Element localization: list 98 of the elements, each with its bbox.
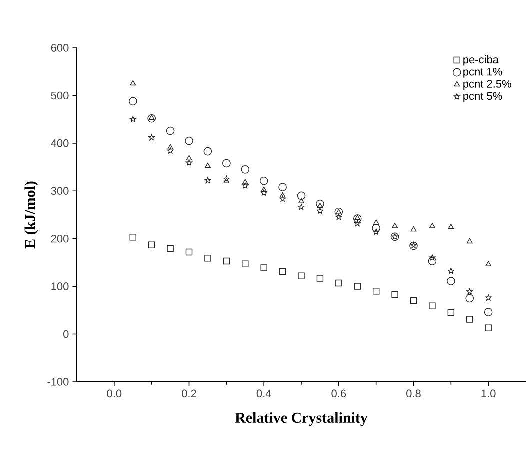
x-axis-title: Relative Crystalinity (235, 412, 368, 426)
point (204, 147, 212, 156)
point (466, 316, 474, 323)
point (186, 155, 192, 161)
point (353, 214, 362, 223)
y-tick-label: 500 (51, 92, 69, 100)
x-tick-label: 0.2 (182, 390, 196, 398)
legend-label: pcnt 2.5% (464, 80, 512, 90)
y-axis-title: E (kJ/mol) (24, 182, 38, 249)
point (485, 324, 492, 332)
point (297, 192, 306, 200)
point (222, 159, 231, 168)
point (242, 179, 248, 184)
point (241, 166, 250, 174)
point (354, 214, 361, 220)
y-tick-label: 100 (52, 282, 69, 290)
point (298, 198, 304, 204)
y-tick-label: 300 (51, 187, 69, 196)
x-tick-label: 0.6 (332, 390, 346, 398)
point (166, 126, 175, 136)
point (260, 190, 268, 196)
x-tick-label: 1.0 (482, 390, 496, 398)
point (167, 246, 174, 252)
point (279, 268, 286, 276)
point (485, 294, 492, 301)
point (373, 220, 380, 225)
legend-label: pe-ciba (464, 56, 499, 66)
point (130, 80, 136, 86)
point (317, 208, 324, 214)
legend-label: pcnt 5% (464, 92, 502, 102)
x-tick-label: 0.4 (256, 390, 272, 398)
y-tick-label: 600 (51, 44, 69, 52)
point (130, 234, 136, 241)
point (448, 268, 454, 274)
point (336, 209, 342, 214)
point (186, 160, 192, 166)
point (373, 228, 380, 235)
point (278, 183, 287, 192)
point (148, 114, 156, 123)
point (336, 214, 342, 220)
legend-label: pcnt 1% (464, 68, 502, 78)
point (410, 298, 418, 304)
point (484, 308, 493, 316)
point (298, 272, 305, 280)
point (448, 309, 455, 316)
point (167, 148, 174, 154)
point (372, 288, 380, 295)
y-tick-label: 400 (51, 140, 69, 148)
point (466, 294, 474, 303)
point (280, 196, 286, 202)
point (410, 242, 418, 250)
point (429, 302, 436, 310)
point (260, 264, 268, 272)
point (148, 134, 156, 140)
point (429, 254, 436, 261)
point (316, 276, 324, 282)
point (354, 220, 361, 226)
y-tick-label: 0 (64, 330, 69, 338)
x-tick-label: 0.8 (406, 390, 421, 398)
point (223, 258, 230, 265)
point (316, 200, 324, 208)
point (354, 283, 361, 290)
point (242, 260, 249, 268)
point (428, 257, 437, 266)
point (410, 226, 417, 232)
point (372, 224, 380, 233)
point (392, 291, 398, 298)
point (148, 114, 155, 120)
point (224, 178, 230, 184)
point (148, 242, 156, 248)
y-tick-label: 200 (51, 234, 69, 243)
point (223, 176, 230, 182)
point (204, 255, 212, 262)
point (486, 261, 492, 266)
point (186, 248, 193, 256)
point (260, 176, 268, 186)
point (336, 280, 342, 287)
point (280, 192, 286, 198)
point (298, 204, 305, 210)
point (205, 162, 211, 168)
point (466, 238, 473, 244)
point (168, 144, 174, 150)
point (334, 208, 344, 216)
point (204, 177, 212, 184)
point (410, 242, 417, 248)
point (448, 224, 454, 230)
point (447, 277, 456, 286)
point (242, 182, 249, 189)
point (261, 186, 268, 192)
point (130, 116, 136, 122)
point (392, 223, 398, 228)
point (466, 288, 474, 295)
point (430, 223, 436, 228)
point (128, 97, 138, 106)
point (185, 136, 194, 146)
point (317, 203, 324, 208)
y-tick-label: -100 (48, 378, 69, 386)
x-tick-label: 0.0 (107, 390, 122, 398)
